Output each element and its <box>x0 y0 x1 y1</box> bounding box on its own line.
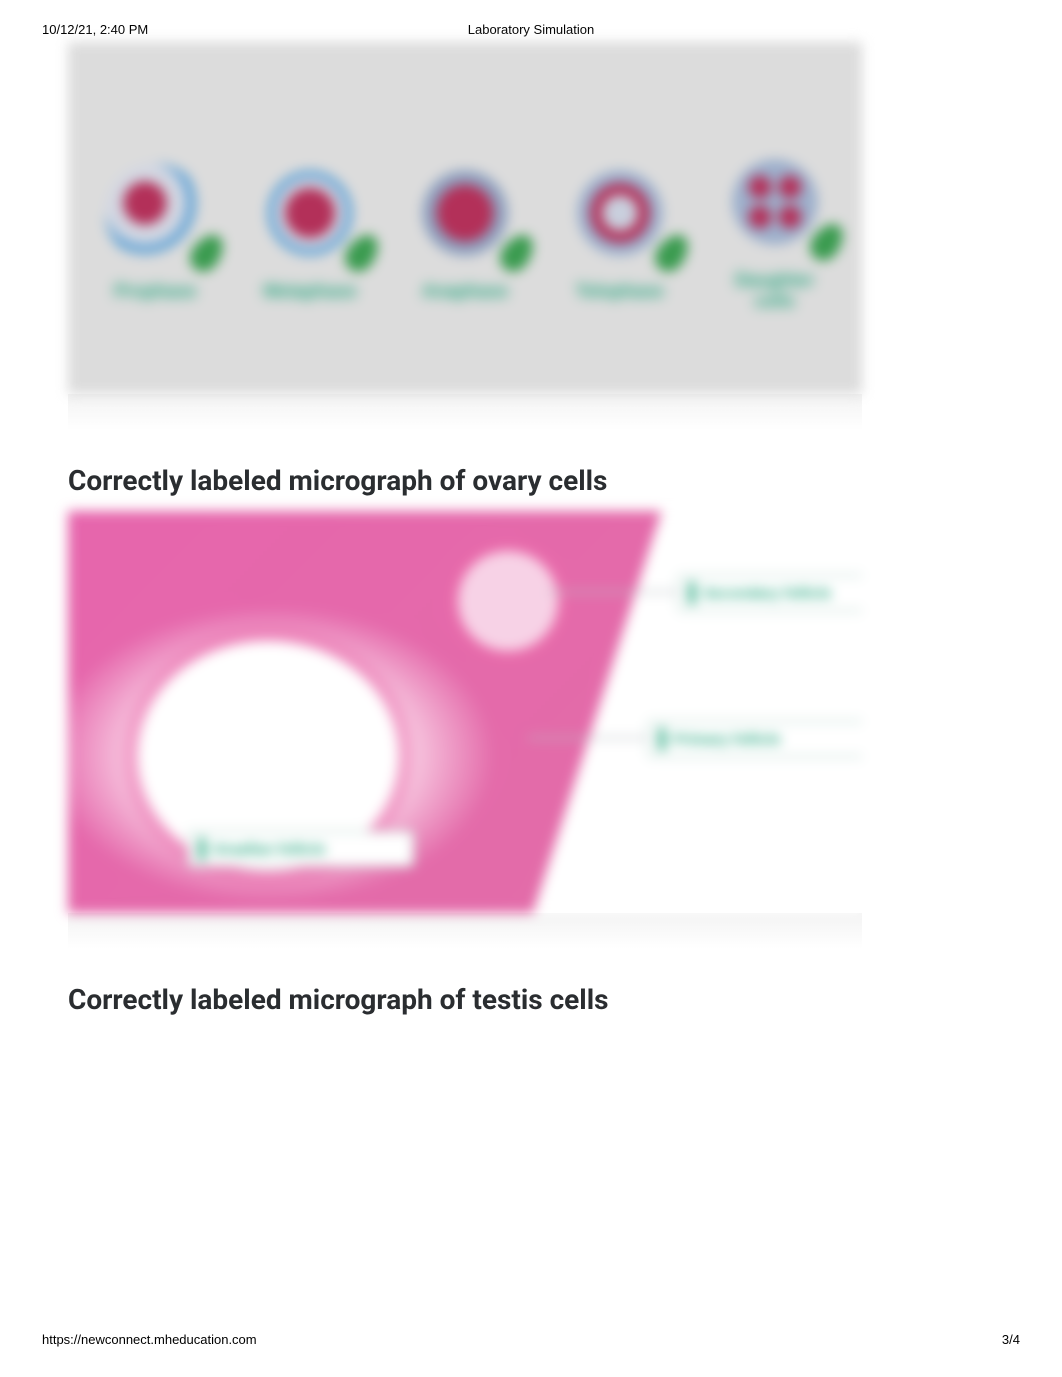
callout-leader-line <box>548 591 678 593</box>
page-number: 3/4 <box>1002 1332 1020 1347</box>
callout-accent-bar <box>689 582 695 604</box>
section-heading-testis: Correctly labeled micrograph of testis c… <box>68 983 862 1016</box>
section-heading-ovary: Correctly labeled micrograph of ovary ce… <box>68 464 862 497</box>
cell-diagram <box>725 152 825 252</box>
leaf-icon <box>494 228 540 277</box>
callout-label: Graafian follicle <box>213 841 326 858</box>
callout-accent-bar <box>659 728 665 750</box>
phase-label: Anaphase <box>405 281 525 302</box>
callout-primary-follicle: Primary follicle <box>648 721 862 757</box>
phase-cell: Prophase <box>95 163 215 302</box>
cell-diagram <box>260 163 360 263</box>
cell-diagram <box>415 163 515 263</box>
leaf-icon <box>649 228 695 277</box>
leaf-icon <box>184 228 230 277</box>
mitosis-phases-figure: Prophase Metaphase Anaphase Telophase Da… <box>68 42 862 394</box>
phase-cell: Anaphase <box>405 163 525 302</box>
page-content: Prophase Metaphase Anaphase Telophase Da… <box>68 42 862 1030</box>
callout-leader-line <box>528 737 648 739</box>
callout-label: Primary follicle <box>673 731 781 748</box>
phase-cell: Telophase <box>560 163 680 302</box>
footer-url: https://newconnect.mheducation.com <box>42 1332 257 1347</box>
callout-accent-bar <box>199 838 205 860</box>
print-title: Laboratory Simulation <box>0 22 1062 37</box>
phase-label: Prophase <box>95 281 215 302</box>
phase-label: Daughter cells <box>715 270 835 312</box>
figure-fade <box>68 913 862 949</box>
cell-diagram <box>570 163 670 263</box>
cell-diagram <box>105 163 205 263</box>
callout-secondary-follicle: Secondary follicle <box>678 575 862 611</box>
leaf-icon <box>339 228 385 277</box>
phase-cell: Metaphase <box>250 163 370 302</box>
leaf-icon <box>804 218 850 267</box>
figure-fade <box>68 394 862 430</box>
phase-label: Telophase <box>560 281 680 302</box>
callout-graafian-follicle: Graafian follicle <box>188 831 414 867</box>
phase-label: Metaphase <box>250 281 370 302</box>
phase-cell: Daughter cells <box>715 152 835 312</box>
ovary-micrograph-figure: Secondary follicle Primary follicle Graa… <box>68 511 862 913</box>
callout-label: Secondary follicle <box>703 585 831 602</box>
secondary-follicle <box>458 551 558 651</box>
